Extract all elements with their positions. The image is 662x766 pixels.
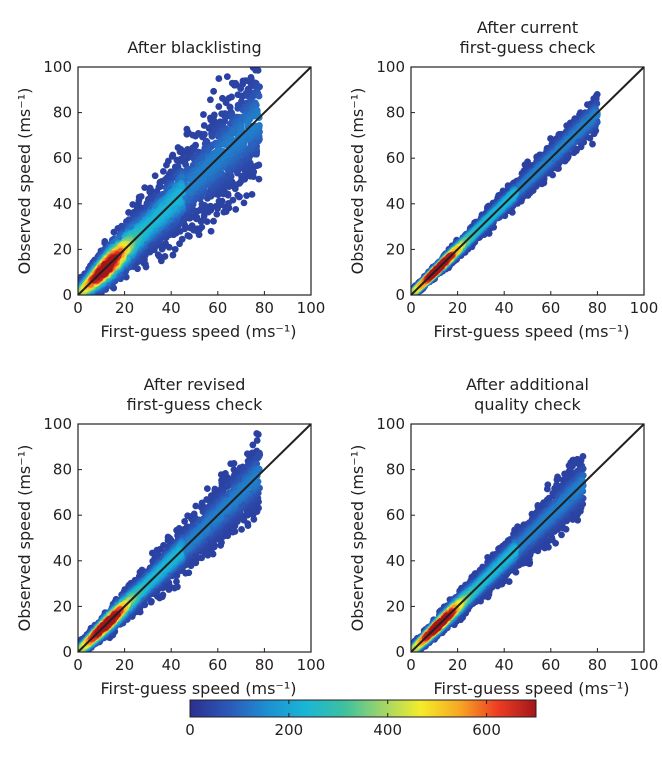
x-tick-label: 20 [448, 299, 467, 317]
colorbar-tick-label: 600 [472, 721, 501, 739]
y-tick-label: 0 [62, 286, 72, 304]
x-tick-label: 40 [495, 656, 514, 674]
density-cloud [78, 67, 263, 295]
panel-title: first-guess check [127, 395, 264, 414]
x-tick-label: 80 [588, 299, 607, 317]
x-tick-label: 40 [162, 656, 181, 674]
y-tick-label: 20 [53, 597, 72, 615]
y-tick-label: 80 [386, 104, 405, 122]
y-tick-label: 20 [386, 240, 405, 258]
x-tick-label: 20 [448, 656, 467, 674]
x-tick-label: 0 [406, 656, 416, 674]
y-axis-label: Observed speed (ms⁻¹) [348, 445, 367, 632]
y-tick-label: 60 [53, 149, 72, 167]
y-tick-label: 100 [43, 415, 72, 433]
panel-2: 0 20 40 60 80 100 0 20 40 60 80 100 After currentfir… [348, 18, 658, 341]
panel-title: first-guess check [460, 38, 597, 57]
y-tick-label: 40 [53, 195, 72, 213]
axes-frame [410, 423, 645, 653]
x-tick-label: 60 [541, 656, 560, 674]
x-axis-label: First-guess speed (ms⁻¹) [100, 679, 296, 698]
y-tick-label: 80 [386, 461, 405, 479]
identity-line [77, 66, 312, 296]
x-tick-label: 80 [255, 299, 274, 317]
identity-line [77, 423, 312, 653]
y-tick-label: 60 [386, 506, 405, 524]
x-tick-label: 100 [297, 299, 326, 317]
x-tick-label: 60 [208, 299, 227, 317]
y-tick-label: 60 [53, 506, 72, 524]
axes-frame [410, 66, 645, 296]
y-tick-label: 20 [386, 597, 405, 615]
panel-4: 0 20 40 60 80 100 0 20 40 60 80 100 After additional… [348, 375, 658, 698]
x-tick-label: 0 [73, 656, 83, 674]
x-tick-label: 40 [495, 299, 514, 317]
y-tick-label: 40 [386, 195, 405, 213]
y-tick-label: 20 [53, 240, 72, 258]
panel-title: quality check [474, 395, 581, 414]
identity-line [410, 423, 645, 653]
colorbar-tick-label: 0 [185, 721, 195, 739]
y-tick-label: 100 [376, 58, 405, 76]
x-axis-label: First-guess speed (ms⁻¹) [100, 322, 296, 341]
axes-frame [77, 423, 312, 653]
x-tick-label: 0 [406, 299, 416, 317]
x-tick-label: 60 [541, 299, 560, 317]
y-axis-label: Observed speed (ms⁻¹) [348, 88, 367, 275]
density-cloud [78, 430, 264, 652]
density-cloud [411, 452, 587, 652]
x-tick-label: 20 [115, 656, 134, 674]
y-tick-label: 100 [376, 415, 405, 433]
y-tick-label: 40 [386, 552, 405, 570]
panel-title: After current [477, 18, 578, 37]
y-tick-label: 0 [395, 286, 405, 304]
axes-frame [77, 66, 312, 296]
x-axis-label: First-guess speed (ms⁻¹) [433, 679, 629, 698]
x-tick-label: 20 [115, 299, 134, 317]
y-tick-label: 80 [53, 104, 72, 122]
colorbar-tick-label: 400 [373, 721, 402, 739]
y-tick-label: 0 [395, 643, 405, 661]
x-tick-label: 80 [588, 656, 607, 674]
x-axis-label: First-guess speed (ms⁻¹) [433, 322, 629, 341]
y-tick-label: 100 [43, 58, 72, 76]
panel-title: After revised [144, 375, 246, 394]
identity-line [410, 66, 645, 296]
x-tick-label: 100 [630, 299, 659, 317]
y-axis-label: Observed speed (ms⁻¹) [15, 88, 34, 275]
y-tick-label: 80 [53, 461, 72, 479]
x-tick-label: 40 [162, 299, 181, 317]
colorbar: 0 200 400 600 [185, 699, 537, 739]
x-tick-label: 100 [630, 656, 659, 674]
x-tick-label: 80 [255, 656, 274, 674]
y-tick-label: 0 [62, 643, 72, 661]
x-tick-label: 100 [297, 656, 326, 674]
x-tick-label: 0 [73, 299, 83, 317]
y-tick-label: 40 [53, 552, 72, 570]
y-tick-label: 60 [386, 149, 405, 167]
colorbar-gradient [189, 699, 537, 718]
x-tick-label: 60 [208, 656, 227, 674]
panel-3: 0 20 40 60 80 100 0 20 40 60 80 100 After revisedfir… [15, 375, 325, 698]
panel-1: 0 20 40 60 80 100 0 20 40 60 80 100 After blacklisti… [15, 38, 326, 341]
colorbar-tick-label: 200 [275, 721, 304, 739]
panel-title: After additional [466, 375, 589, 394]
y-axis-label: Observed speed (ms⁻¹) [15, 445, 34, 632]
density-cloud [411, 91, 601, 295]
panel-title: After blacklisting [127, 38, 261, 57]
